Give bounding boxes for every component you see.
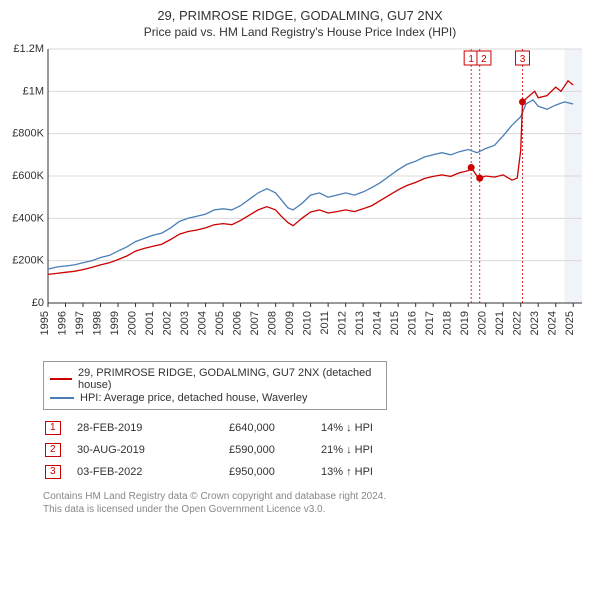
legend-label: HPI: Average price, detached house, Wave… <box>80 392 307 404</box>
svg-text:2023: 2023 <box>529 311 541 335</box>
svg-text:2012: 2012 <box>337 311 349 335</box>
svg-text:2018: 2018 <box>442 311 454 335</box>
svg-text:2008: 2008 <box>267 311 279 335</box>
transaction-badge: 2 <box>45 443 61 457</box>
legend-swatch <box>50 378 72 380</box>
legend-swatch <box>50 397 74 399</box>
transaction-date: 30-AUG-2019 <box>77 440 227 460</box>
transaction-delta: 21% ↓ HPI <box>321 440 421 460</box>
svg-text:2019: 2019 <box>459 311 471 335</box>
svg-text:2006: 2006 <box>232 311 244 335</box>
transaction-delta: 14% ↓ HPI <box>321 418 421 438</box>
svg-text:3: 3 <box>520 54 526 65</box>
svg-text:£200K: £200K <box>12 255 44 267</box>
transaction-price: £640,000 <box>229 418 319 438</box>
legend-item: 29, PRIMROSE RIDGE, GODALMING, GU7 2NX (… <box>50 367 380 391</box>
svg-text:2022: 2022 <box>512 311 524 335</box>
svg-text:2021: 2021 <box>494 311 506 335</box>
svg-text:2002: 2002 <box>162 311 174 335</box>
svg-text:2003: 2003 <box>179 311 191 335</box>
svg-text:£1M: £1M <box>23 85 44 97</box>
svg-text:2007: 2007 <box>249 311 261 335</box>
transaction-date: 28-FEB-2019 <box>77 418 227 438</box>
svg-text:2010: 2010 <box>302 311 314 335</box>
table-row: 2 30-AUG-2019£590,00021% ↓ HPI <box>45 440 421 460</box>
svg-text:2017: 2017 <box>424 311 436 335</box>
svg-text:£400K: £400K <box>12 212 44 224</box>
svg-text:1996: 1996 <box>57 311 69 335</box>
title-address: 29, PRIMROSE RIDGE, GODALMING, GU7 2NX <box>8 8 592 23</box>
svg-text:£600K: £600K <box>12 170 44 182</box>
svg-text:2014: 2014 <box>372 311 384 335</box>
svg-text:1995: 1995 <box>39 311 51 335</box>
transaction-price: £590,000 <box>229 440 319 460</box>
svg-text:2005: 2005 <box>214 311 226 335</box>
svg-text:1997: 1997 <box>74 311 86 335</box>
svg-text:£800K: £800K <box>12 128 44 140</box>
legend: 29, PRIMROSE RIDGE, GODALMING, GU7 2NX (… <box>43 361 387 410</box>
footer-line: Contains HM Land Registry data © Crown c… <box>43 490 592 503</box>
transactions-table: 1 28-FEB-2019£640,00014% ↓ HPI 2 30-AUG-201… <box>43 416 423 484</box>
svg-text:2020: 2020 <box>477 311 489 335</box>
transaction-delta: 13% ↑ HPI <box>321 462 421 482</box>
chart-titles: 29, PRIMROSE RIDGE, GODALMING, GU7 2NX P… <box>8 8 592 39</box>
svg-text:2013: 2013 <box>354 311 366 335</box>
svg-text:1998: 1998 <box>92 311 104 335</box>
svg-text:£0: £0 <box>32 297 44 309</box>
svg-text:2024: 2024 <box>547 311 559 335</box>
svg-text:2009: 2009 <box>284 311 296 335</box>
svg-text:1: 1 <box>468 54 474 65</box>
svg-text:2004: 2004 <box>197 311 209 335</box>
footer-attribution: Contains HM Land Registry data © Crown c… <box>43 490 592 516</box>
svg-text:2000: 2000 <box>127 311 139 335</box>
transaction-badge: 1 <box>45 421 61 435</box>
chart-area: £0 £200K £400K £600K £800K £1M £1.2M 1995 1996 19… <box>8 43 592 353</box>
svg-text:2025: 2025 <box>564 311 576 335</box>
svg-text:2: 2 <box>481 54 487 65</box>
footer-line: This data is licensed under the Open Gov… <box>43 503 592 516</box>
svg-text:2015: 2015 <box>389 311 401 335</box>
legend-label: 29, PRIMROSE RIDGE, GODALMING, GU7 2NX (… <box>78 367 380 391</box>
svg-text:£1.2M: £1.2M <box>13 43 44 55</box>
svg-text:2001: 2001 <box>144 311 156 335</box>
transaction-date: 03-FEB-2022 <box>77 462 227 482</box>
table-row: 3 03-FEB-2022£950,00013% ↑ HPI <box>45 462 421 482</box>
price-chart: £0 £200K £400K £600K £800K £1M £1.2M 1995 1996 19… <box>8 43 592 353</box>
svg-text:2016: 2016 <box>407 311 419 335</box>
transaction-badge: 3 <box>45 465 61 479</box>
table-row: 1 28-FEB-2019£640,00014% ↓ HPI <box>45 418 421 438</box>
transaction-price: £950,000 <box>229 462 319 482</box>
title-subtitle: Price paid vs. HM Land Registry's House … <box>8 25 592 39</box>
svg-text:2011: 2011 <box>319 311 331 335</box>
svg-text:1999: 1999 <box>109 311 121 335</box>
legend-item: HPI: Average price, detached house, Wave… <box>50 392 380 404</box>
